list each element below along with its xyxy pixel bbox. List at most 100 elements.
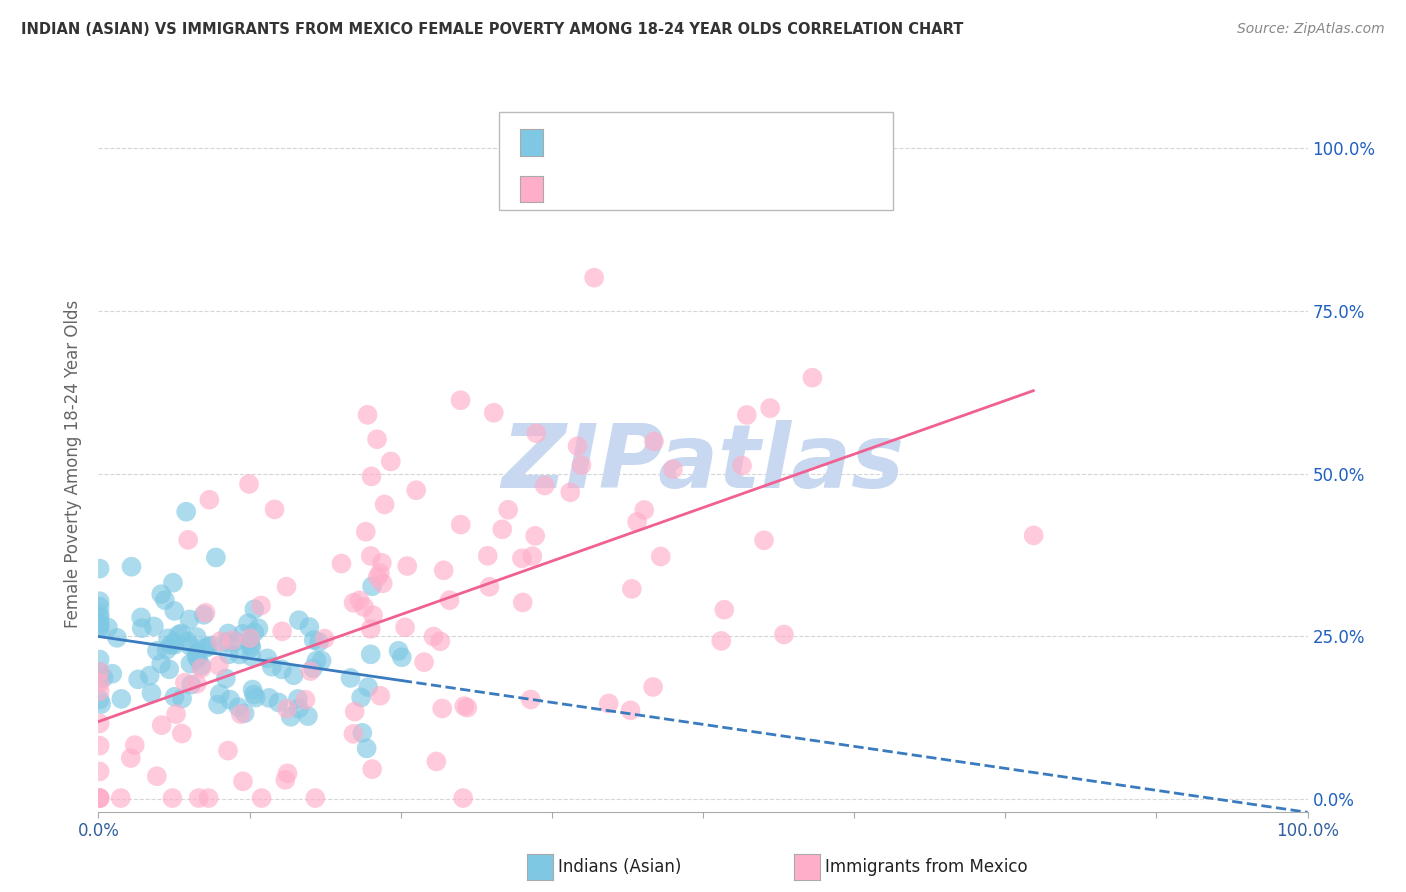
Point xyxy=(450,393,472,408)
Point xyxy=(450,517,472,532)
Point xyxy=(229,707,252,722)
Point xyxy=(190,658,212,673)
Point xyxy=(350,690,373,705)
Point xyxy=(342,596,364,610)
Point xyxy=(368,566,391,580)
Y-axis label: Female Poverty Among 18-24 Year Olds: Female Poverty Among 18-24 Year Olds xyxy=(65,300,83,628)
Point xyxy=(633,503,655,517)
Point xyxy=(339,671,361,685)
Point xyxy=(142,619,165,633)
Point xyxy=(89,665,111,679)
Point xyxy=(208,687,231,701)
Point xyxy=(239,631,262,645)
Point xyxy=(138,668,160,682)
Point xyxy=(662,462,685,476)
Point xyxy=(157,632,180,646)
Point xyxy=(276,580,298,594)
Point xyxy=(186,630,208,644)
Point xyxy=(343,705,366,719)
Point xyxy=(187,791,209,805)
Point xyxy=(194,606,217,620)
Point xyxy=(217,626,239,640)
Point xyxy=(288,613,311,627)
Point xyxy=(247,621,270,635)
Point xyxy=(271,662,294,676)
Point xyxy=(150,718,173,732)
Point xyxy=(311,654,333,668)
Point xyxy=(1022,528,1045,542)
Point xyxy=(180,677,202,691)
Text: 107: 107 xyxy=(692,134,725,152)
Point xyxy=(240,649,263,664)
Point xyxy=(620,582,643,596)
Point xyxy=(163,635,186,649)
Point xyxy=(432,701,454,715)
Point xyxy=(150,657,173,671)
Point xyxy=(352,726,374,740)
Point xyxy=(735,408,758,422)
Point xyxy=(366,432,388,446)
Point xyxy=(197,640,219,654)
Point xyxy=(124,738,146,752)
Point xyxy=(522,549,544,563)
Point xyxy=(209,634,232,648)
Point xyxy=(233,706,256,721)
Point xyxy=(387,644,409,658)
Point xyxy=(89,561,111,575)
Point xyxy=(89,692,111,706)
Point xyxy=(491,522,513,536)
Point xyxy=(177,533,200,547)
Point xyxy=(371,576,394,591)
Point xyxy=(302,633,325,648)
Point xyxy=(287,692,309,706)
Point xyxy=(89,739,111,753)
Point xyxy=(179,612,201,626)
Point xyxy=(260,659,283,673)
Point xyxy=(752,533,775,548)
Point xyxy=(643,434,665,449)
Point xyxy=(433,563,456,577)
Point xyxy=(367,570,389,584)
Point xyxy=(453,699,475,714)
Point xyxy=(89,791,111,805)
Point xyxy=(174,505,197,519)
Text: 0.619: 0.619 xyxy=(591,180,648,198)
Point xyxy=(357,680,380,694)
Point xyxy=(759,401,782,416)
Point xyxy=(186,646,208,660)
Point xyxy=(89,791,111,805)
Point xyxy=(512,595,534,609)
Point xyxy=(93,671,115,685)
Point xyxy=(330,557,353,571)
Point xyxy=(239,638,262,652)
Point xyxy=(221,633,243,648)
Point xyxy=(308,635,330,649)
Text: N =: N = xyxy=(652,180,692,198)
Point xyxy=(157,662,180,676)
Point xyxy=(257,690,280,705)
Text: Immigrants from Mexico: Immigrants from Mexico xyxy=(825,858,1028,876)
Point xyxy=(425,755,447,769)
Point xyxy=(232,774,254,789)
Point xyxy=(429,634,451,648)
Point xyxy=(176,634,198,648)
Point xyxy=(120,751,142,765)
Point xyxy=(567,439,589,453)
Text: Indians (Asian): Indians (Asian) xyxy=(558,858,682,876)
Point xyxy=(356,408,378,422)
Point xyxy=(150,587,173,601)
Point xyxy=(89,791,111,805)
Point xyxy=(141,686,163,700)
Point xyxy=(240,640,263,655)
Point xyxy=(129,610,152,624)
Point xyxy=(146,769,169,783)
Text: 115: 115 xyxy=(692,180,725,198)
Point xyxy=(245,690,267,705)
Point xyxy=(172,691,194,706)
Point xyxy=(218,648,240,662)
Point xyxy=(163,604,186,618)
Text: R =: R = xyxy=(551,134,591,152)
Point xyxy=(97,621,120,635)
Point xyxy=(250,791,273,805)
Point xyxy=(197,791,219,805)
